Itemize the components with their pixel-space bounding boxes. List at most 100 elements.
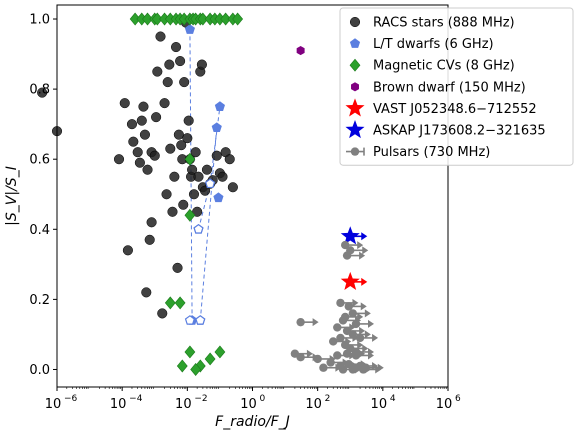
x-tick-label-3: 10 bbox=[240, 397, 257, 412]
series-0-point-18 bbox=[151, 112, 162, 123]
series-0-point-36 bbox=[179, 77, 190, 88]
pulsar-arrow-16-head bbox=[357, 340, 364, 349]
series-0-point-30 bbox=[172, 262, 183, 273]
series-5-point-0 bbox=[340, 226, 360, 245]
series-1-point-5 bbox=[211, 122, 222, 132]
series-0-point-39 bbox=[183, 115, 194, 126]
series-0-point-51 bbox=[201, 164, 213, 175]
series-1-point-6 bbox=[213, 192, 224, 203]
pulsar-arrow-3-head bbox=[352, 298, 359, 307]
series-0-point-25 bbox=[164, 59, 175, 70]
legend-label-6: Pulsars (730 MHz) bbox=[373, 145, 490, 160]
series-6-point-31 bbox=[348, 365, 358, 374]
series-6-point-21 bbox=[313, 354, 322, 364]
series-6-point-8 bbox=[351, 319, 361, 329]
x-tick-exp-6: 6 bbox=[455, 394, 461, 404]
series-0-point-24 bbox=[162, 77, 173, 88]
series-0-point-29 bbox=[170, 42, 182, 53]
series-0-point-26 bbox=[165, 143, 176, 154]
axes: 10 −6 10 −4 10 −2 10 0 10 2 10 4 10 60.00.20.40.60.81… bbox=[4, 4, 461, 430]
series-3-point-0 bbox=[296, 45, 305, 56]
pulsar-arrow-5-head bbox=[364, 309, 371, 318]
x-tick-exp-5: 4 bbox=[390, 394, 396, 404]
series-2-point-21 bbox=[184, 152, 196, 166]
legend-marker-5 bbox=[345, 120, 365, 139]
series-6-point-25 bbox=[326, 358, 335, 367]
pulsar-arrow-29-head bbox=[335, 363, 342, 372]
series-0-point-46 bbox=[193, 171, 204, 182]
legend-label-1: L/T dwarfs (6 GHz) bbox=[373, 37, 494, 52]
series-2-point-23 bbox=[164, 296, 176, 310]
series-0-point-35 bbox=[178, 199, 189, 210]
pulsar-arrow-14-head bbox=[372, 333, 379, 342]
series-1-open-point-3 bbox=[205, 178, 216, 189]
series-2-point-20 bbox=[232, 12, 244, 26]
series-6-point-23 bbox=[342, 349, 352, 358]
series-2-point-29 bbox=[204, 352, 216, 366]
series-6-point-13 bbox=[336, 333, 345, 343]
series-0-point-3 bbox=[119, 98, 130, 109]
legend-label-5: ASKAP J173608.2−321635 bbox=[373, 124, 546, 139]
series-0-point-58 bbox=[224, 154, 235, 165]
series-6-point-3 bbox=[336, 298, 345, 308]
legend-label-4: VAST J052348.6−712552 bbox=[373, 102, 537, 117]
x-tick-exp-2: −2 bbox=[194, 394, 207, 404]
legend-box bbox=[339, 7, 574, 166]
legend-marker-3 bbox=[351, 82, 359, 92]
plot-area bbox=[37, 12, 384, 376]
y-tick-label-1: 0.2 bbox=[29, 293, 50, 308]
series-1-open-point-0 bbox=[184, 315, 195, 325]
series-2 bbox=[129, 12, 244, 376]
series-0-point-27 bbox=[167, 206, 178, 217]
x-tick-label-0: 10 bbox=[45, 397, 62, 412]
legend-marker-1 bbox=[349, 38, 361, 48]
lt-dwarf-link-2 bbox=[198, 183, 211, 230]
series-0-point-10 bbox=[138, 101, 149, 112]
series-0-point-4 bbox=[122, 245, 133, 256]
series-1-point-7 bbox=[214, 101, 225, 111]
series-2-point-2 bbox=[142, 12, 153, 26]
series-0-point-44 bbox=[190, 147, 201, 158]
series-0-point-43 bbox=[188, 189, 200, 200]
pulsar-arrow-9-head bbox=[312, 318, 319, 327]
series-6-point-14 bbox=[355, 333, 365, 343]
series-6-point-7 bbox=[338, 316, 348, 325]
legend: RACS stars (888 MHz) L/T dwarfs (6 GHz) Ma… bbox=[339, 7, 574, 166]
series-0-point-19 bbox=[152, 66, 163, 77]
series-0 bbox=[37, 17, 238, 319]
series-0-point-5 bbox=[126, 119, 138, 130]
legend-marker-6 bbox=[350, 147, 360, 156]
x-tick-label-2: 10 bbox=[175, 397, 192, 412]
series-0-point-59 bbox=[227, 182, 238, 193]
x-tick-exp-4: 2 bbox=[325, 394, 331, 404]
y-tick-label-0: 0.0 bbox=[29, 363, 50, 378]
series-6-point-2 bbox=[342, 251, 352, 260]
series-0-point-8 bbox=[134, 157, 145, 168]
series-6-point-22 bbox=[333, 351, 342, 360]
series-2-point-30 bbox=[214, 345, 226, 359]
series-2-point-24 bbox=[174, 296, 186, 310]
y-axis-title: |S_V|/S_I bbox=[4, 166, 20, 226]
series-1 bbox=[184, 24, 225, 325]
pulsar-arrow-19-head bbox=[306, 349, 313, 358]
series-0-point-9 bbox=[136, 115, 147, 126]
series-6-point-5 bbox=[348, 309, 358, 318]
series-0-point-54 bbox=[211, 150, 222, 161]
series-0-point-56 bbox=[217, 171, 228, 182]
series-6-point-4 bbox=[344, 302, 353, 311]
pulsar-arrow-33-head bbox=[377, 363, 384, 372]
series-1-open-point-2 bbox=[193, 223, 204, 234]
series-6-point-9 bbox=[296, 317, 305, 327]
y-tick-label-2: 0.4 bbox=[29, 223, 50, 238]
lt-dwarf-link-3 bbox=[209, 106, 221, 184]
series-0-point-32 bbox=[175, 56, 186, 67]
series-5 bbox=[340, 226, 368, 245]
series-3 bbox=[296, 45, 305, 56]
pulsar-arrow-11-head bbox=[359, 326, 366, 335]
x-tick-label-5: 10 bbox=[371, 397, 388, 412]
y-tick-label-3: 0.6 bbox=[29, 153, 50, 168]
series-4-point-0 bbox=[340, 271, 360, 290]
limit-arrow-4-head bbox=[361, 277, 368, 286]
series-6-point-30 bbox=[338, 365, 348, 374]
series-0-point-50 bbox=[200, 185, 211, 196]
